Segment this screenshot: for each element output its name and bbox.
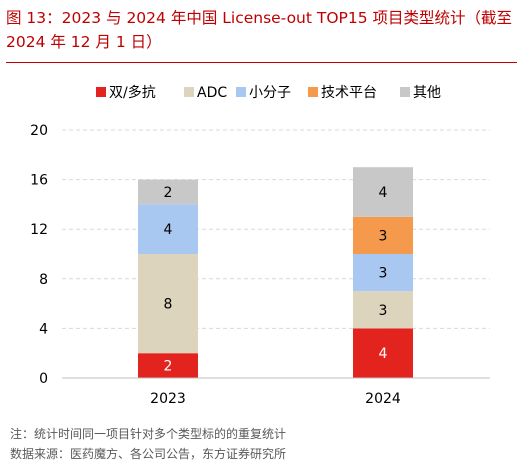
data-label-platform-2024: 3 [379,228,388,244]
y-tick-label: 0 [39,371,48,387]
data-label-other-2024: 4 [379,185,388,201]
y-tick-label: 16 [30,173,48,189]
legend-swatch-bispecific [96,87,106,97]
bar-segment-small_molecule-2023 [138,204,198,254]
data-source: 数据来源：医药魔方、各公司公告，东方证券研究所 [10,447,287,461]
legend-swatch-adc [184,87,194,97]
bar-segment-other-2024 [353,167,413,217]
data-label-bispecific-2024: 4 [379,346,388,362]
bar-segment-bispecific-2024 [353,328,413,378]
legend-swatch-platform [308,87,318,97]
chart-legend: 双/多抗 ADC 小分子 技术平台 其他 [96,84,441,101]
y-tick-label: 4 [39,321,48,337]
stacked-bar-chart: 双/多抗 ADC 小分子 技术平台 其他 0 4 8 12 16 20 2 8 4 2 4 3 3 3 4 202… [30,84,490,407]
legend-label-platform: 技术平台 [321,85,377,101]
bar-segment-adc-2024 [353,291,413,329]
x-tick-label-2023: 2023 [150,391,186,407]
bars: 2 8 4 2 4 3 3 3 4 [138,167,413,378]
legend-label-small_molecule: 小分子 [249,85,291,101]
data-label-small_molecule-2023: 4 [164,222,173,238]
legend-swatch-other [400,87,410,97]
bar-segment-other-2023 [138,179,198,205]
data-label-adc-2023: 8 [164,297,173,313]
y-tick-label: 8 [39,272,48,288]
footnote: 注：统计时间同一项目针对多个类型标的的重复统计 [10,427,287,441]
data-label-small_molecule-2024: 3 [379,266,388,282]
legend-label-other: 其他 [413,85,441,101]
gridlines [62,129,490,329]
bar-segment-adc-2023 [138,254,198,354]
title-divider [6,62,517,63]
data-label-bispecific-2023: 2 [164,359,173,375]
figure-title: 图 13：2023 与 2024 年中国 License-out TOP15 项… [6,9,513,51]
y-tick-label: 12 [30,222,48,238]
bar-segment-platform-2024 [353,216,413,254]
y-tick-label: 20 [30,123,48,139]
y-axis: 0 4 8 12 16 20 [30,123,48,387]
bar-segment-small_molecule-2024 [353,254,413,292]
x-axis: 2023 2024 [62,377,490,407]
bar-segment-bispecific-2023 [138,353,198,378]
data-label-adc-2024: 3 [379,303,388,319]
x-tick-label-2024: 2024 [365,391,401,407]
legend-label-bispecific: 双/多抗 [109,84,156,101]
legend-label-adc: ADC [197,85,227,101]
data-label-other-2023: 2 [164,185,173,201]
legend-swatch-small_molecule [236,87,246,97]
